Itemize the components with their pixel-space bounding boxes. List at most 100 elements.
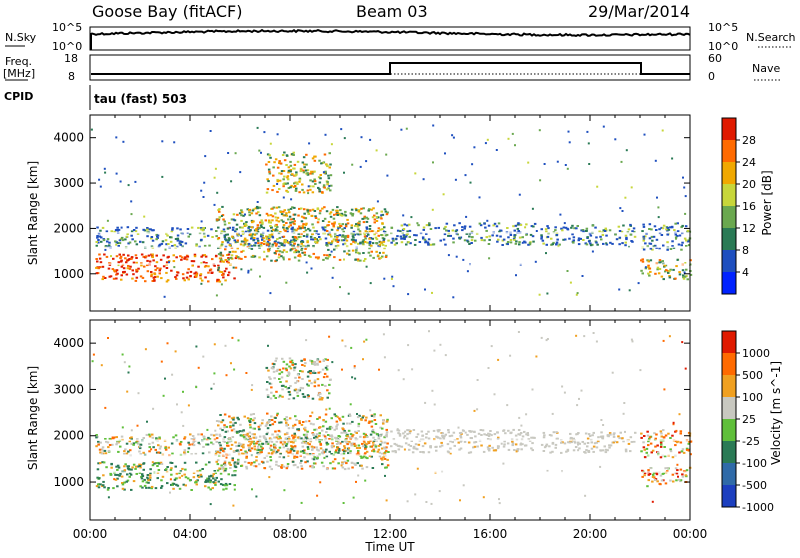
data-cell <box>324 226 327 229</box>
data-cell <box>269 292 272 295</box>
data-cell <box>343 460 347 463</box>
data-cell <box>219 414 222 416</box>
data-cell <box>429 228 433 230</box>
data-cell <box>266 188 270 191</box>
data-cell <box>251 488 253 491</box>
data-cell <box>405 437 409 440</box>
data-cell <box>574 441 577 444</box>
data-cell <box>123 469 127 472</box>
data-cell <box>259 221 262 224</box>
data-cell <box>495 149 498 151</box>
data-cell <box>259 244 263 247</box>
data-cell <box>250 234 254 237</box>
data-cell <box>550 237 553 240</box>
data-cell <box>507 448 511 451</box>
data-cell <box>310 170 313 173</box>
data-cell <box>228 483 232 485</box>
data-cell <box>238 212 242 215</box>
data-cell <box>358 252 361 255</box>
data-cell <box>226 430 229 433</box>
data-cell <box>378 243 382 246</box>
data-cell <box>506 404 509 407</box>
data-cell <box>183 451 186 454</box>
data-cell <box>575 293 578 296</box>
data-cell <box>335 425 338 428</box>
data-cell <box>328 438 331 440</box>
data-cell <box>423 442 427 445</box>
data-cell <box>285 369 288 372</box>
data-cell <box>252 440 255 443</box>
data-cell <box>131 238 134 241</box>
data-cell <box>578 397 580 400</box>
data-cell <box>212 473 215 476</box>
data-cell <box>464 431 467 434</box>
data-cell <box>219 260 222 263</box>
data-cell <box>211 475 214 478</box>
data-cell <box>647 440 650 443</box>
data-cell <box>438 429 441 432</box>
data-cell <box>291 206 294 209</box>
data-cell <box>253 448 257 451</box>
data-cell <box>287 387 291 389</box>
data-cell <box>267 161 271 163</box>
data-cell <box>141 276 145 279</box>
data-cell <box>319 426 322 429</box>
data-cell <box>256 237 259 240</box>
data-cell <box>333 467 337 470</box>
data-cell <box>306 233 309 236</box>
data-cell <box>297 243 300 246</box>
data-cell <box>345 239 349 242</box>
data-cell <box>278 368 282 371</box>
data-cell <box>451 134 454 137</box>
data-cell <box>270 468 273 471</box>
data-cell <box>138 471 142 474</box>
data-cell <box>97 477 101 480</box>
data-cell <box>352 233 355 236</box>
data-cell <box>316 257 320 260</box>
data-cell <box>379 414 382 417</box>
data-cell <box>577 243 581 246</box>
data-cell <box>240 257 243 260</box>
data-cell <box>236 247 239 250</box>
data-cell <box>128 267 132 270</box>
data-cell <box>250 226 254 229</box>
data-cell <box>588 435 592 437</box>
data-cell <box>325 448 328 451</box>
data-cell <box>351 235 355 238</box>
data-cell <box>524 241 527 244</box>
data-cell <box>103 253 106 256</box>
data-cell <box>181 467 184 470</box>
data-cell <box>334 239 338 242</box>
data-cell <box>519 223 523 226</box>
data-cell <box>334 415 338 418</box>
data-cell <box>376 200 379 203</box>
data-cell <box>377 448 381 451</box>
data-cell <box>120 435 124 438</box>
data-cell <box>317 256 320 259</box>
data-cell <box>459 436 463 439</box>
data-cell <box>233 484 236 487</box>
data-cell <box>121 487 125 490</box>
data-cell <box>277 220 281 223</box>
data-cell <box>140 262 143 265</box>
data-cell <box>100 452 104 455</box>
data-cell <box>279 231 282 233</box>
data-cell <box>143 215 146 218</box>
data-cell <box>108 263 112 266</box>
freq-tick-top: 18 <box>64 52 78 65</box>
data-cell <box>326 375 329 378</box>
data-cell <box>230 254 234 257</box>
data-cell <box>132 480 136 483</box>
data-cell <box>290 448 294 451</box>
data-cell <box>156 267 159 270</box>
data-cell <box>282 235 286 238</box>
data-cell <box>288 215 292 218</box>
data-cell <box>335 209 338 212</box>
data-cell <box>653 432 656 435</box>
data-cell <box>359 259 362 262</box>
data-cell <box>226 227 230 230</box>
data-cell <box>385 254 388 257</box>
data-cell <box>97 241 100 244</box>
nave-tick-bottom: 0 <box>708 70 715 83</box>
data-cell <box>382 419 385 422</box>
